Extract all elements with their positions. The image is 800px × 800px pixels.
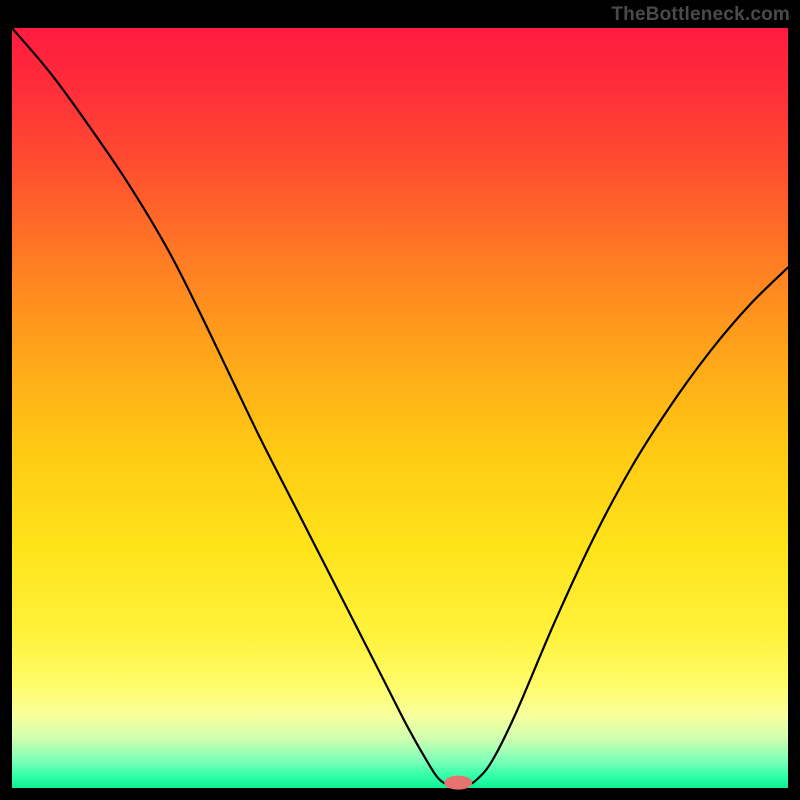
plot-background [12,28,788,788]
bottleneck-chart [0,0,800,800]
optimal-marker [444,776,472,790]
watermark-text: TheBottleneck.com [611,4,790,26]
